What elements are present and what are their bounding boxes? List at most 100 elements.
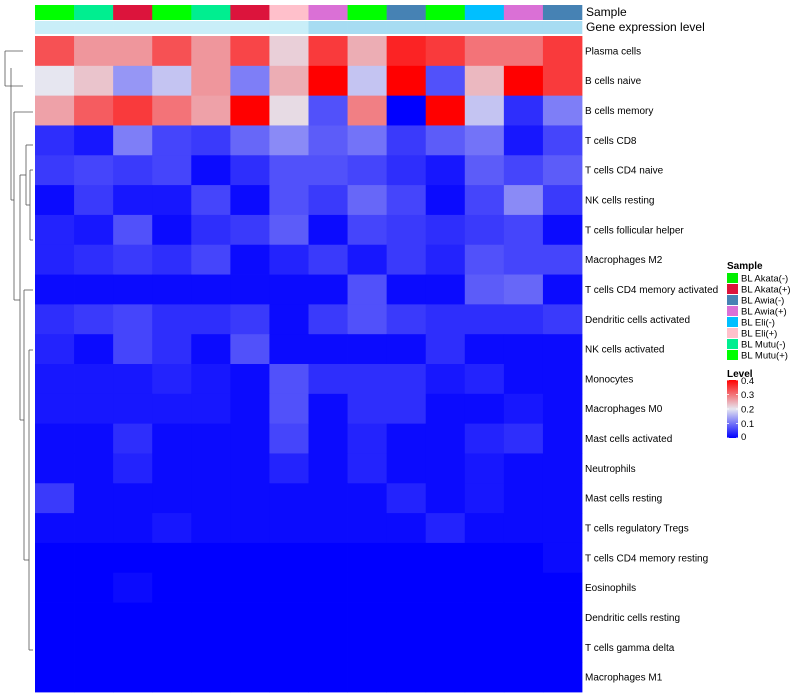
heatmap-cell [113, 364, 153, 395]
heatmap-cell [542, 334, 583, 365]
heatmap-cell [113, 602, 153, 633]
expression-track-cell [308, 21, 348, 34]
heatmap-cell [464, 185, 505, 216]
heatmap-cell [152, 125, 192, 156]
heatmap-cell [152, 483, 192, 514]
heatmap-cell [542, 65, 583, 97]
legend-tick-label: 0.4 [741, 376, 754, 387]
legend-label: BL Awia(-) [741, 296, 784, 307]
expression-track-label: Gene expression level [586, 20, 705, 34]
heatmap-cell [35, 572, 75, 603]
heatmap-cell [230, 662, 270, 693]
heatmap-cell [152, 95, 192, 126]
heatmap-cell [386, 513, 427, 544]
sample-track-cell [113, 5, 153, 20]
heatmap-cell [113, 214, 153, 246]
heatmap-cell [347, 542, 388, 574]
heatmap-cell [308, 423, 348, 454]
heatmap-cell [542, 155, 583, 186]
heatmap-cell [230, 185, 270, 216]
heatmap-cell [425, 364, 466, 395]
heatmap-cell [230, 513, 270, 544]
heatmap-cell [191, 453, 231, 484]
legend-label: BL Mutu(-) [741, 340, 786, 351]
heatmap-cell [425, 662, 466, 693]
sample-track-cell [425, 5, 466, 20]
heatmap-cell [269, 632, 309, 663]
heatmap-cell [35, 65, 75, 97]
sample-track-cell [542, 5, 583, 20]
heatmap-cell [230, 334, 270, 365]
expression-track-cell [347, 21, 387, 34]
heatmap-cell [386, 36, 427, 67]
legend-swatch [727, 273, 738, 283]
heatmap-cell [542, 542, 583, 574]
heatmap-cell [503, 423, 544, 454]
row-label: T cells follicular helper [585, 225, 684, 236]
heatmap-cell [347, 274, 388, 305]
heatmap-cell [386, 244, 427, 275]
heatmap-cell [230, 364, 270, 395]
row-label: T cells CD8 [585, 136, 637, 147]
row-label: Macrophages M1 [585, 673, 663, 684]
heatmap-cell [269, 125, 309, 156]
row-label: Macrophages M0 [585, 404, 663, 415]
row-label: Eosinophils [585, 583, 636, 594]
heatmap-cell [386, 334, 427, 365]
legend-swatch [727, 284, 738, 294]
heatmap-cell [152, 632, 192, 663]
heatmap-cell [191, 214, 231, 246]
heatmap-cell [347, 36, 388, 67]
row-label: Mast cells activated [585, 434, 672, 445]
heatmap-cell [386, 662, 427, 693]
heatmap-cell [152, 65, 192, 97]
heatmap-cell [230, 542, 270, 574]
heatmap-cell [308, 155, 348, 186]
legend-tick-label: 0.2 [741, 405, 754, 416]
heatmap-cell [74, 393, 114, 425]
heatmap-cell [464, 423, 505, 454]
heatmap-cell [542, 393, 583, 425]
heatmap-cell [347, 214, 388, 246]
legend-swatch [727, 295, 738, 305]
heatmap-cell [191, 274, 231, 305]
heatmap-cell [386, 214, 427, 246]
heatmap-cell [386, 155, 427, 186]
heatmap-cell [191, 125, 231, 156]
heatmap-cell [386, 542, 427, 574]
heatmap-cell [542, 304, 583, 335]
heatmap-cell [152, 513, 192, 544]
row-label: B cells memory [585, 106, 653, 117]
heatmap-cell [503, 334, 544, 365]
heatmap-cell [113, 483, 153, 514]
heatmap-cell [74, 155, 114, 186]
heatmap-cell [35, 95, 75, 126]
heatmap-cell [74, 274, 114, 305]
heatmap-cell [113, 453, 153, 484]
heatmap-cell [425, 155, 466, 186]
legend-level-title: Level [727, 369, 753, 380]
heatmap-cell [269, 572, 309, 603]
heatmap-cell [308, 364, 348, 395]
heatmap-cell [191, 155, 231, 186]
heatmap-cell [269, 602, 309, 633]
heatmap-cell [230, 274, 270, 305]
heatmap-cell [503, 304, 544, 335]
heatmap-cell [347, 65, 388, 97]
heatmap-cell [347, 572, 388, 603]
expression-track-cell [425, 21, 466, 34]
heatmap-cell [464, 483, 505, 514]
sample-track-cell [269, 5, 309, 20]
heatmap-cell [152, 274, 192, 305]
expression-track-cell [542, 21, 583, 34]
row-label: Dendritic cells resting [585, 613, 680, 624]
heatmap-cell [35, 334, 75, 365]
heatmap-cell [542, 214, 583, 246]
heatmap-cell [74, 214, 114, 246]
heatmap-cell [308, 334, 348, 365]
sample-track-cell [386, 5, 427, 20]
sample-track-cell [308, 5, 348, 20]
heatmap-cell [503, 572, 544, 603]
